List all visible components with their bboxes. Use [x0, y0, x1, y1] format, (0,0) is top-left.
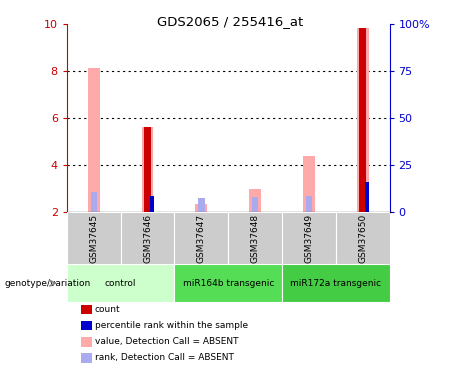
Bar — [174, 212, 228, 264]
Text: GSM37647: GSM37647 — [197, 214, 206, 262]
Bar — [357, 28, 368, 212]
Text: GSM37646: GSM37646 — [143, 214, 152, 262]
Bar — [121, 212, 174, 264]
Bar — [90, 192, 97, 212]
Bar — [149, 196, 154, 212]
Bar — [144, 127, 151, 212]
Text: percentile rank within the sample: percentile rank within the sample — [95, 321, 248, 330]
Bar — [144, 195, 151, 212]
Bar — [252, 196, 258, 212]
Text: GSM37650: GSM37650 — [358, 213, 367, 263]
Bar — [67, 264, 174, 302]
Bar — [365, 182, 369, 212]
Text: genotype/variation: genotype/variation — [5, 279, 91, 288]
Bar — [67, 212, 121, 264]
Text: GSM37649: GSM37649 — [304, 214, 313, 262]
Text: rank, Detection Call = ABSENT: rank, Detection Call = ABSENT — [95, 353, 233, 362]
Bar — [249, 189, 261, 212]
Text: count: count — [95, 305, 120, 314]
Bar — [195, 204, 207, 212]
Bar — [306, 196, 312, 212]
Bar — [228, 212, 282, 264]
Bar — [174, 264, 282, 302]
Text: value, Detection Call = ABSENT: value, Detection Call = ABSENT — [95, 337, 238, 346]
Bar — [88, 68, 100, 212]
Text: GDS2065 / 255416_at: GDS2065 / 255416_at — [157, 15, 304, 28]
Text: control: control — [105, 279, 136, 288]
Bar — [336, 212, 390, 264]
Bar — [303, 156, 315, 212]
Text: GSM37648: GSM37648 — [251, 214, 260, 262]
Bar — [282, 264, 390, 302]
Text: GSM37645: GSM37645 — [89, 214, 98, 262]
Bar — [198, 198, 205, 212]
Bar — [282, 212, 336, 264]
Text: miR172a transgenic: miR172a transgenic — [290, 279, 381, 288]
Bar — [360, 182, 366, 212]
Text: miR164b transgenic: miR164b transgenic — [183, 279, 274, 288]
Bar — [142, 127, 154, 212]
Bar — [359, 28, 366, 212]
